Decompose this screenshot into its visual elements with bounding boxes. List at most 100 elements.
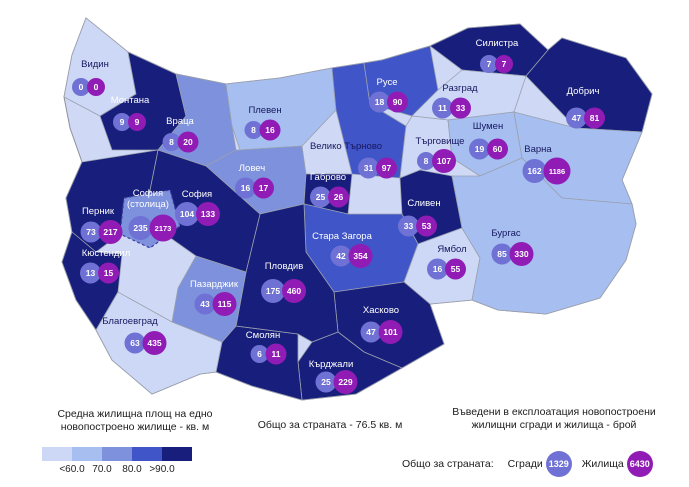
dwellings-circle-lovech <box>253 177 274 199</box>
dwellings-label: Жилища <box>581 458 624 470</box>
buildings-value-blagoevgrad: 63 <box>130 338 140 348</box>
legend-swatch-3 <box>102 447 132 461</box>
region-label-pernik: Перник <box>82 206 115 217</box>
buildings-value-ruse: 18 <box>375 97 385 107</box>
region-label-dobrich: Добрич <box>567 86 600 97</box>
dwellings-circle-targovishte <box>432 149 456 173</box>
buildings-value-burgas: 85 <box>497 249 507 259</box>
legend-avg-area-title-line2: новопостроено жилище - кв. м <box>60 421 210 433</box>
dwellings-value-smolyan: 11 <box>272 349 281 359</box>
dwellings-value-veliko_tarnovo: 97 <box>382 163 392 173</box>
dwellings-value-burgas: 330 <box>514 249 528 259</box>
region-label-sofia_oblast: София <box>182 189 212 200</box>
buildings-value-kyustendil: 13 <box>86 268 96 278</box>
buildings-circle-haskovo <box>360 321 382 343</box>
buildings-value-pleven: 8 <box>251 125 256 135</box>
buildings-circle-kyustendil <box>80 262 101 284</box>
region-label-vratsa: Враца <box>166 116 194 127</box>
region-label-shumen: Шумен <box>473 121 503 132</box>
buildings-value-yambol: 16 <box>433 264 443 274</box>
dwellings-circle-pazardzhik <box>212 292 237 316</box>
dwellings-value-sofia_oblast: 133 <box>201 209 215 219</box>
buildings-value-vratsa: 8 <box>169 137 174 147</box>
dwellings-value-pazardzhik: 115 <box>218 299 232 309</box>
buildings-value-haskovo: 47 <box>366 327 376 337</box>
buildings-circle-silistra <box>480 55 498 73</box>
region-label-pleven: Плевен <box>248 105 281 116</box>
region-label-vidin: Видин <box>81 59 109 70</box>
region-label-burgas: Бургас <box>491 228 520 239</box>
region-label-lovech: Ловеч <box>239 163 265 174</box>
dwellings-circle-smolyan <box>265 343 287 365</box>
buildings-circle-gabrovo <box>310 186 331 208</box>
region-label-pazardzhik: Пазарджик <box>190 279 239 290</box>
dwellings-value-razgrad: 33 <box>456 103 466 113</box>
region-label-sofia_city: (столица) <box>127 199 169 210</box>
dwellings-value-varna: 1186 <box>549 167 565 176</box>
dwellings-circle-plovdiv <box>282 279 306 303</box>
dwellings-total-circle: 6430 <box>626 451 653 477</box>
buildings-value-pernik: 73 <box>86 227 96 237</box>
buildings-circle-sofia_oblast <box>175 202 199 226</box>
buildings-circle-targovishte <box>417 152 435 170</box>
legend-buildings-title: Въведени в експлоатация новопостроени жи… <box>424 406 684 432</box>
dwellings-value-sofia_city: 2173 <box>155 224 172 233</box>
dwellings-circle-kardzhali <box>333 370 358 394</box>
dwellings-value-lovech: 17 <box>259 183 269 193</box>
legend-swatch-5 <box>162 447 192 461</box>
buildings-circle-burgas <box>491 243 513 265</box>
dwellings-circle-sliven <box>416 215 437 237</box>
region-label-kyustendil: Кюстендил <box>82 248 131 259</box>
dwellings-value-pleven: 16 <box>265 125 275 135</box>
dwellings-circle-razgrad <box>450 97 471 119</box>
region-dobrich <box>525 37 653 133</box>
buildings-circle-dobrich <box>566 107 587 129</box>
legend-avg-area-title: Средна жилищна площ на едно новопостроен… <box>18 408 252 434</box>
legend-color-scale <box>42 447 192 461</box>
region-label-stara_zagora: Стара Загора <box>312 231 372 242</box>
region-label-montana: Монтана <box>111 95 150 106</box>
legend-swatch-2 <box>72 447 102 461</box>
dwellings-value-vidin: 0 <box>94 82 99 92</box>
region-label-sliven: Сливен <box>407 198 440 209</box>
buildings-circle-yambol <box>427 258 448 280</box>
dwellings-circle-veliko_tarnovo <box>376 157 397 179</box>
region-label-gabrovo: Габрово <box>310 172 346 183</box>
dwellings-circle-sofia_oblast <box>196 202 220 226</box>
dwellings-circle-stara_zagora <box>348 244 373 268</box>
buildings-value-smolyan: 6 <box>257 349 262 359</box>
buildings-label: Сгради <box>507 458 543 470</box>
region-label-kardzhali: Кърджали <box>309 359 354 370</box>
dwellings-circle-silistra <box>495 55 513 73</box>
legend-buildings-title-line2: жилищни сгради и жилища - брой <box>471 419 637 431</box>
legend-swatch-4 <box>132 447 162 461</box>
legend-tick-gt90: >90.0 <box>149 464 175 475</box>
dwellings-circle-montana <box>128 113 146 131</box>
dwellings-value-kardzhali: 229 <box>338 377 352 387</box>
region-label-razgrad: Разград <box>442 83 478 94</box>
region-label-veliko_tarnovo: Велико Търново <box>310 141 382 152</box>
legend-tick-80: 80.0 <box>122 464 142 475</box>
dwellings-value-gabrovo: 26 <box>334 192 344 202</box>
buildings-circle-vidin <box>72 78 90 96</box>
buildings-total-circle: 1329 <box>545 451 572 477</box>
buildings-value-varna: 162 <box>527 166 541 176</box>
buildings-value-sliven: 33 <box>404 221 414 231</box>
dwellings-value-silistra: 7 <box>502 59 507 69</box>
buildings-circle-blagoevgrad <box>124 332 146 354</box>
buildings-value-lovech: 16 <box>241 183 251 193</box>
buildings-circle-razgrad <box>432 97 453 119</box>
buildings-value-pazardzhik: 43 <box>200 299 210 309</box>
region-label-smolyan: Смолян <box>246 330 280 341</box>
dwellings-value-ruse: 90 <box>393 97 403 107</box>
dwellings-value-kyustendil: 15 <box>104 268 114 278</box>
buildings-circle-kardzhali <box>315 371 337 393</box>
dwellings-value-vratsa: 20 <box>183 137 193 147</box>
region-label-ruse: Русе <box>376 77 397 88</box>
dwellings-value-dobrich: 81 <box>590 113 600 123</box>
dwellings-value-pernik: 217 <box>103 227 117 237</box>
country-totals: Общо за страната: Сгради 1329 Жилища 643… <box>402 451 653 477</box>
region-label-targovishte: Търговище <box>416 136 465 147</box>
buildings-circle-sliven <box>398 215 419 237</box>
